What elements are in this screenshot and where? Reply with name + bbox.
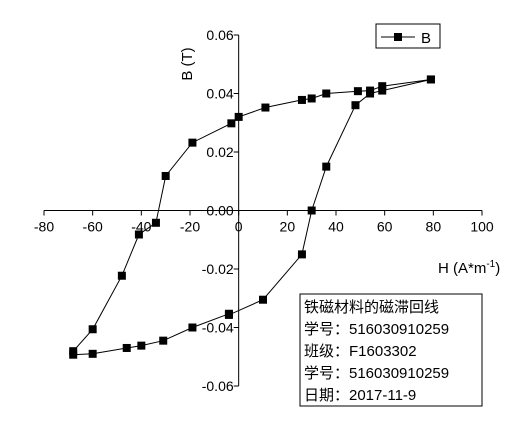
x-ticks: -80 -60 -40 -20 0 20 40 60 80 100 <box>34 211 494 235</box>
x-axis-title: H (A*m-1) <box>438 259 500 277</box>
info-date: 日期：2017-11-9 <box>304 387 416 404</box>
data-point <box>298 96 306 104</box>
y-axis-title: B (T) <box>179 47 196 80</box>
x-tick-label: -20 <box>180 219 200 235</box>
x-tick-label: 80 <box>426 219 442 235</box>
x-axis-title-close: ) <box>495 260 500 277</box>
info-box: 铁磁材料的磁滞回线 学号：516030910259 班级：F1603302 学号… <box>300 294 482 406</box>
y-tick-label: -0.02 <box>202 261 234 277</box>
y-tick-label: 0.02 <box>206 144 233 160</box>
data-point <box>188 139 196 147</box>
x-tick-label: 100 <box>470 219 494 235</box>
data-point <box>322 90 330 98</box>
data-point <box>235 113 243 121</box>
data-point <box>351 101 359 109</box>
data-point <box>261 104 269 112</box>
x-axis-title-main: H (A*m <box>438 260 486 277</box>
data-point <box>137 342 145 350</box>
x-tick-label: -60 <box>83 219 103 235</box>
data-point <box>259 296 267 304</box>
x-tick-label: 40 <box>328 219 344 235</box>
data-point <box>427 75 435 83</box>
data-point <box>225 311 233 319</box>
data-point <box>118 272 126 280</box>
data-point <box>378 87 386 95</box>
info-student-id-2: 学号：516030910259 <box>304 365 449 382</box>
data-point <box>159 337 167 345</box>
data-point <box>322 163 330 171</box>
y-tick-label: 0.06 <box>206 27 233 43</box>
data-point <box>308 207 316 215</box>
info-title: 铁磁材料的磁滞回线 <box>304 299 439 316</box>
info-student-id: 学号：516030910259 <box>304 321 449 338</box>
data-point <box>123 344 131 352</box>
y-tick-label: 0.04 <box>206 86 233 102</box>
y-tick-label: 0.00 <box>206 203 233 219</box>
data-point <box>89 350 97 358</box>
data-point <box>227 119 235 127</box>
legend: B <box>376 24 440 48</box>
legend-marker <box>394 33 402 41</box>
x-tick-label: 20 <box>280 219 296 235</box>
info-class: 班级：F1603302 <box>304 343 417 360</box>
x-tick-label: 60 <box>377 219 393 235</box>
data-point <box>188 324 196 332</box>
data-point <box>152 219 160 227</box>
data-point <box>162 172 170 180</box>
data-point <box>69 351 77 359</box>
data-point <box>298 250 306 258</box>
x-tick-label: 0 <box>235 219 243 235</box>
data-point <box>89 325 97 333</box>
y-ticks: -0.06-0.04-0.020.000.020.040.06 <box>202 27 239 394</box>
data-point <box>308 94 316 102</box>
legend-label: B <box>421 30 431 47</box>
x-tick-label: -80 <box>34 219 54 235</box>
data-point <box>135 230 143 238</box>
y-tick-label: -0.06 <box>202 378 234 394</box>
data-point <box>354 87 362 95</box>
data-point <box>366 90 374 98</box>
